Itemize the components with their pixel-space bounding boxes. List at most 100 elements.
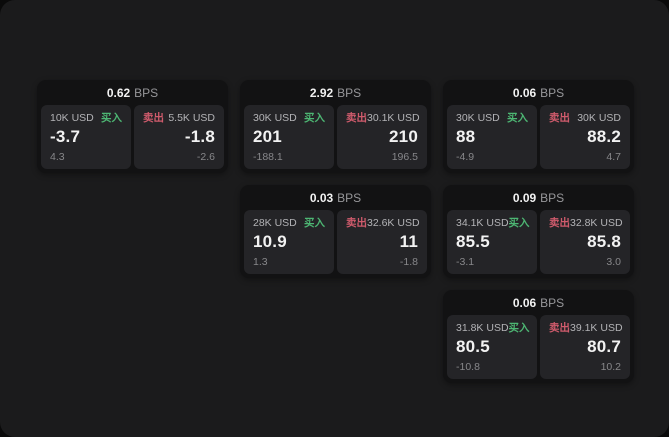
sell-sub-value: 3.0	[606, 256, 621, 268]
bps-unit-label: BPS	[540, 295, 565, 310]
buy-panel-top: 10K USD 买入	[50, 112, 122, 124]
buy-price-value: 88	[456, 127, 476, 146]
spread-card: 2.92 BPS 30K USD 买入 201 -188.1 卖出 30.1K …	[240, 80, 431, 173]
buy-badge: 买入	[304, 217, 325, 229]
sell-panel-top: 卖出 39.1K USD	[549, 322, 623, 334]
sell-panel[interactable]: 卖出 30.1K USD 210 196.5	[337, 105, 427, 169]
buy-panel[interactable]: 10K USD 买入 -3.7 4.3	[41, 105, 131, 169]
buy-panel[interactable]: 31.8K USD 买入 80.5 -10.8	[447, 315, 537, 379]
buy-size-label: 10K USD	[50, 112, 94, 124]
card-header: 0.06 BPS	[443, 80, 634, 105]
bps-value: 0.06	[512, 295, 537, 310]
card-body: 28K USD 买入 10.9 1.3 卖出 32.6K USD 11 -1.8	[240, 210, 431, 278]
buy-panel-top: 31.8K USD 买入	[456, 322, 530, 334]
buy-price-value: 201	[253, 127, 282, 146]
sell-sub-value: 10.2	[600, 361, 621, 373]
buy-price-value: 10.9	[253, 232, 287, 251]
card-body: 31.8K USD 买入 80.5 -10.8 卖出 39.1K USD 80.…	[443, 315, 634, 383]
bps-unit-label: BPS	[540, 190, 565, 205]
bps-unit-label: BPS	[134, 85, 159, 100]
buy-size-label: 30K USD	[456, 112, 500, 124]
card-body: 34.1K USD 买入 85.5 -3.1 卖出 32.8K USD 85.8…	[443, 210, 634, 278]
buy-size-label: 34.1K USD	[456, 217, 509, 229]
buy-panel-top: 28K USD 买入	[253, 217, 325, 229]
sell-badge: 卖出	[549, 322, 570, 334]
sell-price-value: -1.8	[184, 127, 215, 146]
bps-unit-label: BPS	[540, 85, 565, 100]
card-body: 10K USD 买入 -3.7 4.3 卖出 5.5K USD -1.8 -2.…	[37, 105, 228, 173]
spread-card: 0.09 BPS 34.1K USD 买入 85.5 -3.1 卖出 32.8K…	[443, 185, 634, 278]
buy-panel[interactable]: 28K USD 买入 10.9 1.3	[244, 210, 334, 274]
bps-value: 0.03	[309, 190, 334, 205]
buy-sub-value: 4.3	[50, 151, 65, 163]
buy-badge: 买入	[101, 112, 122, 124]
sell-panel[interactable]: 卖出 32.8K USD 85.8 3.0	[540, 210, 630, 274]
spread-card: 0.06 BPS 31.8K USD 买入 80.5 -10.8 卖出 39.1…	[443, 290, 634, 383]
sell-sub-value: 4.7	[606, 151, 621, 163]
sell-price-value: 80.7	[587, 337, 621, 356]
buy-panel[interactable]: 30K USD 买入 201 -188.1	[244, 105, 334, 169]
sell-sub-value: 196.5	[391, 151, 418, 163]
sell-size-label: 5.5K USD	[168, 112, 215, 124]
sell-sub-value: -2.6	[196, 151, 215, 163]
buy-panel[interactable]: 30K USD 买入 88 -4.9	[447, 105, 537, 169]
sell-sub-value: -1.8	[399, 256, 418, 268]
buy-badge: 买入	[508, 217, 530, 229]
sell-panel-top: 卖出 5.5K USD	[143, 112, 215, 124]
bps-value: 0.09	[512, 190, 537, 205]
buy-panel-top: 30K USD 买入	[253, 112, 325, 124]
buy-panel-top: 30K USD 买入	[456, 112, 528, 124]
buy-price-value: 85.5	[456, 232, 490, 251]
card-header: 2.92 BPS	[240, 80, 431, 105]
sell-panel-top: 卖出 32.8K USD	[549, 217, 623, 229]
buy-size-label: 31.8K USD	[456, 322, 509, 334]
sell-price-value: 11	[399, 232, 418, 251]
card-header: 0.03 BPS	[240, 185, 431, 210]
sell-badge: 卖出	[549, 112, 570, 124]
buy-panel-top: 34.1K USD 买入	[456, 217, 530, 229]
sell-panel[interactable]: 卖出 39.1K USD 80.7 10.2	[540, 315, 630, 379]
card-header: 0.09 BPS	[443, 185, 634, 210]
spread-card: 0.03 BPS 28K USD 买入 10.9 1.3 卖出 32.6K US…	[240, 185, 431, 278]
card-body: 30K USD 买入 201 -188.1 卖出 30.1K USD 210 1…	[240, 105, 431, 173]
sell-badge: 卖出	[143, 112, 164, 124]
buy-sub-value: 1.3	[253, 256, 268, 268]
sell-size-label: 30.1K USD	[367, 112, 420, 124]
sell-panel-top: 卖出 30.1K USD	[346, 112, 420, 124]
sell-size-label: 39.1K USD	[570, 322, 623, 334]
buy-price-value: 80.5	[456, 337, 490, 356]
buy-badge: 买入	[507, 112, 528, 124]
sell-size-label: 30K USD	[577, 112, 621, 124]
sell-panel[interactable]: 卖出 30K USD 88.2 4.7	[540, 105, 630, 169]
sell-badge: 卖出	[549, 217, 570, 229]
bps-value: 0.06	[512, 85, 537, 100]
bps-unit-label: BPS	[337, 190, 362, 205]
buy-sub-value: -4.9	[456, 151, 475, 163]
bps-value: 0.62	[106, 85, 131, 100]
spread-card: 0.62 BPS 10K USD 买入 -3.7 4.3 卖出 5.5K USD…	[37, 80, 228, 173]
bps-value: 2.92	[309, 85, 334, 100]
sell-price-value: 88.2	[587, 127, 621, 146]
buy-badge: 买入	[304, 112, 325, 124]
sell-badge: 卖出	[346, 217, 367, 229]
sell-panel-top: 卖出 30K USD	[549, 112, 621, 124]
buy-badge: 买入	[508, 322, 530, 334]
buy-sub-value: -188.1	[253, 151, 283, 163]
spread-card: 0.06 BPS 30K USD 买入 88 -4.9 卖出 30K USD 8…	[443, 80, 634, 173]
card-header: 0.62 BPS	[37, 80, 228, 105]
sell-panel[interactable]: 卖出 5.5K USD -1.8 -2.6	[134, 105, 224, 169]
card-header: 0.06 BPS	[443, 290, 634, 315]
sell-size-label: 32.8K USD	[570, 217, 623, 229]
card-body: 30K USD 买入 88 -4.9 卖出 30K USD 88.2 4.7	[443, 105, 634, 173]
buy-panel[interactable]: 34.1K USD 买入 85.5 -3.1	[447, 210, 537, 274]
sell-price-value: 85.8	[587, 232, 621, 251]
buy-size-label: 28K USD	[253, 217, 297, 229]
sell-price-value: 210	[389, 127, 418, 146]
sell-panel-top: 卖出 32.6K USD	[346, 217, 420, 229]
buy-sub-value: -10.8	[456, 361, 480, 373]
sell-size-label: 32.6K USD	[367, 217, 420, 229]
buy-size-label: 30K USD	[253, 112, 297, 124]
buy-sub-value: -3.1	[456, 256, 475, 268]
sell-panel[interactable]: 卖出 32.6K USD 11 -1.8	[337, 210, 427, 274]
